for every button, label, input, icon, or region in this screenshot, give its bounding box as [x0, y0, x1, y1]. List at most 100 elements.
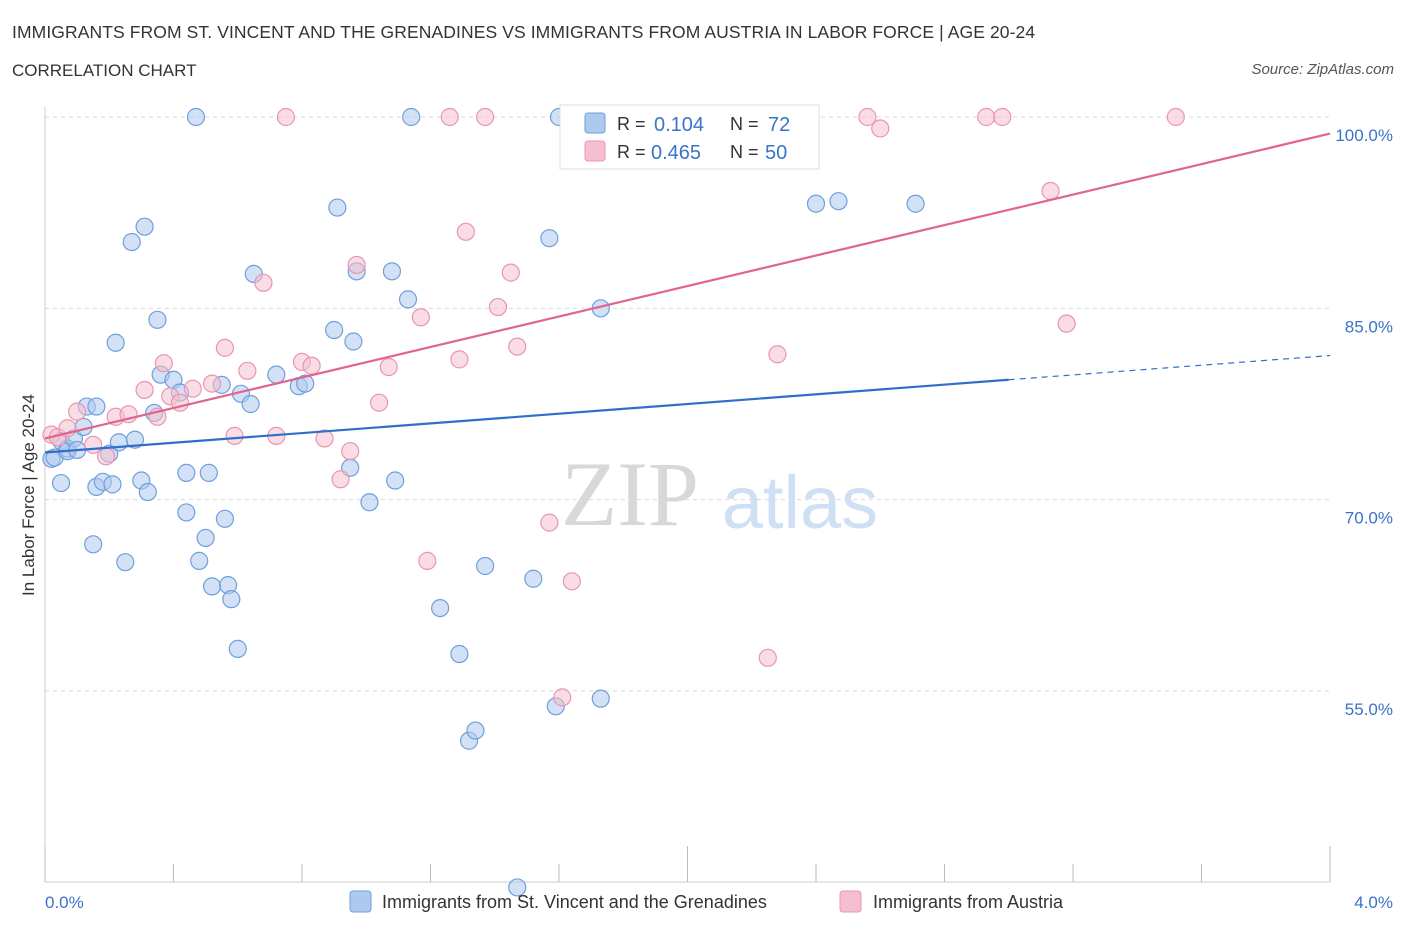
trend-line-st-vincent-extension	[1008, 354, 1331, 381]
point-austria	[96, 447, 116, 466]
bottom-legend-label-2: Immigrants from Austria	[873, 892, 1064, 912]
point-austria	[370, 393, 389, 412]
point-st-vincent	[138, 482, 157, 502]
point-st-vincent	[267, 365, 286, 384]
point-st-vincent	[508, 878, 527, 897]
series-legend: Immigrants from St. Vincent and the Gren…	[349, 890, 1064, 913]
point-austria	[238, 361, 257, 380]
stats-legend: R = 0.104 N = 72 R = 0.465 N = 50	[559, 104, 820, 170]
chart-subtitle: CORRELATION CHART	[12, 61, 197, 80]
chart-title: IMMIGRANTS FROM ST. VINCENT AND THE GREN…	[12, 22, 1036, 42]
y-tick-label: 100.0%	[1335, 126, 1393, 145]
point-austria	[508, 337, 527, 356]
point-austria	[858, 107, 877, 127]
point-st-vincent	[186, 107, 206, 127]
point-austria	[276, 107, 296, 127]
point-st-vincent	[296, 374, 315, 393]
point-st-vincent	[450, 644, 469, 664]
point-st-vincent	[190, 551, 209, 570]
point-austria	[488, 297, 508, 317]
point-austria	[331, 470, 350, 489]
point-st-vincent	[806, 194, 826, 213]
point-austria	[68, 402, 87, 421]
bottom-legend-label-1: Immigrants from St. Vincent and the Gren…	[382, 892, 767, 912]
data-points	[42, 107, 1185, 897]
bottom-legend-swatch-2	[839, 890, 862, 913]
point-st-vincent	[398, 290, 418, 309]
point-st-vincent	[84, 535, 103, 554]
point-st-vincent	[466, 721, 485, 740]
trend-line-st-vincent	[44, 378, 1009, 454]
point-austria	[456, 222, 475, 241]
point-austria	[315, 429, 334, 448]
y-tick-label: 85.0%	[1345, 317, 1393, 336]
point-austria	[135, 380, 154, 400]
point-st-vincent	[328, 198, 347, 217]
watermark-zip: ZIP	[561, 443, 699, 545]
legend-n-label-1: N =	[730, 114, 759, 134]
point-austria	[254, 273, 273, 292]
point-austria	[418, 551, 437, 570]
legend-swatch-series1	[584, 112, 606, 134]
point-st-vincent	[829, 192, 848, 211]
point-st-vincent	[476, 556, 495, 576]
point-st-vincent	[228, 639, 247, 659]
point-austria	[1041, 181, 1060, 201]
y-axis-labels: 100.0% 85.0% 70.0% 55.0%	[1335, 126, 1393, 719]
point-austria	[553, 688, 572, 707]
legend-swatch-series2	[584, 140, 606, 162]
legend-r-label-2: R =	[617, 142, 646, 162]
point-st-vincent	[325, 320, 344, 340]
source-label: Source: ZipAtlas.com	[1251, 61, 1394, 78]
point-st-vincent	[344, 332, 363, 351]
point-austria	[202, 374, 222, 393]
point-austria	[347, 255, 366, 275]
point-austria	[450, 350, 469, 369]
x-tick-label-min: 0.0%	[45, 893, 84, 912]
point-st-vincent	[122, 232, 141, 252]
point-st-vincent	[87, 397, 106, 416]
point-st-vincent	[386, 471, 405, 490]
legend-r-value-1: 0.104	[654, 114, 704, 136]
legend-n-label-2: N =	[730, 142, 759, 162]
legend-r-label-1: R =	[617, 114, 646, 134]
bottom-legend-swatch-1	[349, 890, 372, 913]
legend-n-value-2: 50	[765, 142, 787, 164]
legend-n-value-1: 72	[768, 114, 790, 136]
x-tick-label-max: 4.0%	[1354, 893, 1393, 912]
watermark-atlas: atlas	[722, 461, 878, 544]
point-st-vincent	[431, 598, 450, 618]
point-st-vincent	[177, 463, 196, 482]
point-austria	[993, 107, 1012, 127]
point-st-vincent	[241, 394, 260, 414]
y-axis-title: In Labor Force | Age 20-24	[19, 394, 38, 596]
point-austria	[1166, 107, 1185, 127]
point-st-vincent	[177, 503, 196, 522]
point-austria	[1057, 314, 1076, 333]
point-st-vincent	[106, 333, 125, 352]
point-st-vincent	[116, 553, 135, 572]
trend-lines	[44, 132, 1331, 454]
point-austria	[183, 379, 202, 398]
y-tick-label: 55.0%	[1345, 700, 1393, 719]
point-austria	[302, 356, 321, 375]
point-st-vincent	[135, 217, 154, 236]
axes	[44, 107, 1331, 883]
legend-r-value-2: 0.465	[651, 142, 701, 164]
point-st-vincent	[402, 107, 421, 127]
point-austria	[977, 107, 996, 127]
point-austria	[758, 648, 777, 667]
point-st-vincent	[103, 475, 122, 494]
point-austria	[768, 345, 787, 364]
watermark: ZIP atlas	[561, 443, 878, 545]
point-st-vincent	[202, 577, 222, 596]
point-austria	[215, 338, 234, 357]
point-austria	[379, 357, 398, 377]
point-st-vincent	[125, 430, 145, 449]
y-tick-label: 70.0%	[1345, 509, 1393, 528]
point-st-vincent	[540, 229, 559, 248]
point-st-vincent	[215, 509, 234, 528]
point-austria	[341, 442, 360, 461]
point-st-vincent	[591, 689, 610, 708]
